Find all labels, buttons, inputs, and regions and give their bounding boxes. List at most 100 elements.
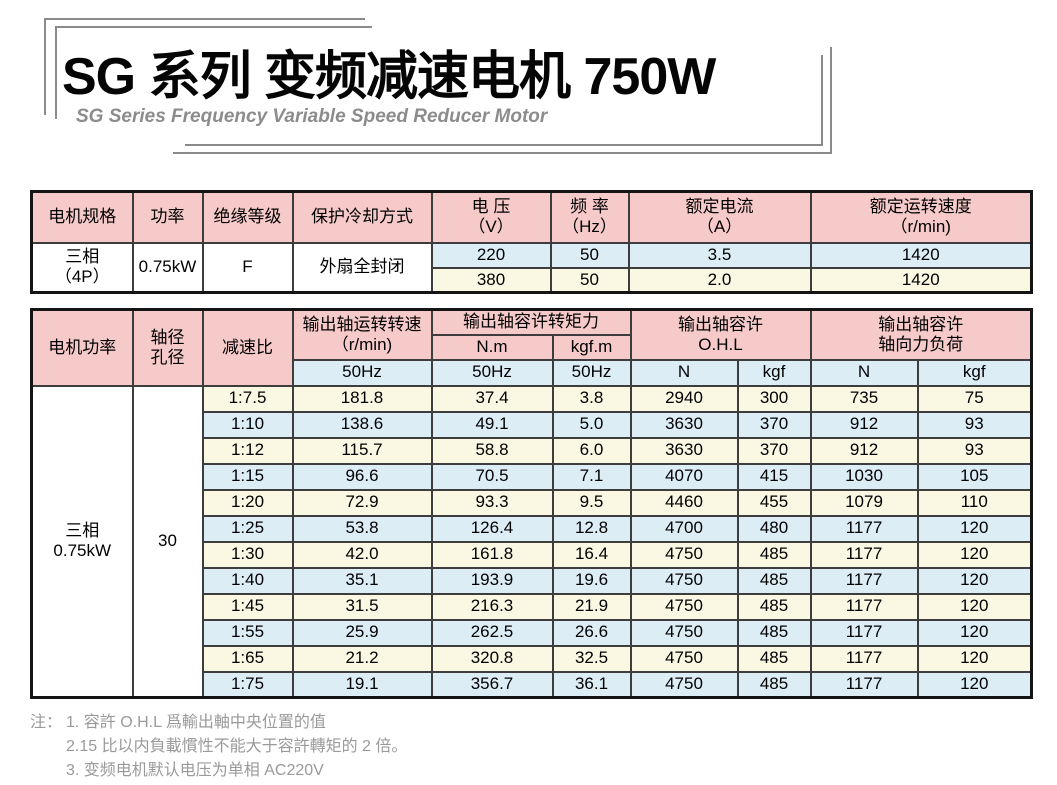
- axial-kgf-cell: 120: [916, 540, 1033, 569]
- ohl-n-cell: 2940: [629, 384, 739, 413]
- ratio-cell: 1:45: [201, 592, 294, 621]
- ohl-n-cell: 4750: [629, 540, 739, 569]
- header-voltage: 电 压 （V）: [430, 190, 552, 244]
- ohl-kgf-cell: 485: [736, 566, 812, 595]
- motor-rating-table: 电机规格 功率 绝缘等级 保护冷却方式 电 压 （V） 频 率 （Hz） 额定电…: [30, 190, 1033, 294]
- rated-current-cell: 2.0: [627, 266, 812, 294]
- torque-nm-cell: 320.8: [430, 644, 554, 673]
- torque-kgfm-cell: 16.4: [551, 540, 632, 569]
- rated-speed-cell: 1420: [809, 266, 1033, 294]
- header-frequency: 频 率 （Hz）: [549, 190, 630, 244]
- subheader-torque-kgfm-50hz: 50Hz: [551, 358, 632, 387]
- notes-items: 1. 容許 O.H.L 爲輸出軸中央位置的值 2.15 比以内負載慣性不能大于容…: [66, 711, 407, 783]
- ohl-kgf-cell: 485: [736, 644, 812, 673]
- axial-n-cell: 1079: [809, 488, 919, 517]
- note-item: 3. 变频电机默认电压为单相 AC220V: [66, 762, 324, 779]
- ohl-kgf-cell: 370: [736, 410, 812, 439]
- ohl-kgf-cell: 455: [736, 488, 812, 517]
- ohl-n-cell: 4750: [629, 592, 739, 621]
- torque-kgfm-cell: 26.6: [551, 618, 632, 647]
- notes: 注： 1. 容許 O.H.L 爲輸出軸中央位置的值 2.15 比以内負載慣性不能…: [30, 711, 1057, 783]
- torque-kgfm-cell: 32.5: [551, 644, 632, 673]
- ohl-kgf-cell: 485: [736, 670, 812, 699]
- torque-nm-cell: 262.5: [430, 618, 554, 647]
- frequency-cell: 50: [549, 266, 630, 294]
- ohl-n-cell: 4750: [629, 644, 739, 673]
- ohl-kgf-cell: 480: [736, 514, 812, 543]
- axial-n-cell: 1177: [809, 644, 919, 673]
- header-shaft-bore: 轴径 孔径: [131, 308, 204, 387]
- ohl-n-cell: 4750: [629, 670, 739, 699]
- cooling-cell: 外扇全封闭: [291, 241, 433, 294]
- speed-cell: 21.2: [291, 644, 433, 673]
- spec-row: 1:30 42.0 161.8 16.4 4750 485 1177 120: [32, 540, 1033, 569]
- torque-kgfm-cell: 3.8: [551, 384, 632, 413]
- page-title: SG 系列 变频减速电机 750W: [62, 48, 716, 106]
- axial-n-cell: 1177: [809, 514, 919, 543]
- notes-label: 注：: [30, 714, 63, 731]
- ratio-cell: 1:20: [201, 488, 294, 517]
- decorative-frame-top-left-inner: [55, 26, 372, 119]
- spec-header-row-2: N.m kgf.m: [32, 333, 1032, 361]
- header-motor-power: 电机功率: [30, 308, 134, 387]
- torque-nm-cell: 126.4: [430, 514, 554, 543]
- subheader-ohl-n: N: [629, 358, 739, 387]
- torque-nm-cell: 216.3: [430, 592, 554, 621]
- ratio-cell: 1:15: [201, 462, 294, 491]
- rated-current-cell: 3.5: [627, 241, 812, 269]
- ohl-n-cell: 4750: [629, 618, 739, 647]
- axial-kgf-cell: 75: [916, 384, 1033, 413]
- spec-row: 1:12 115.7 58.8 6.0 3630 370 912 93: [32, 436, 1033, 465]
- header-allowable-torque: 输出轴容许转矩力: [430, 308, 632, 336]
- torque-nm-cell: 356.7: [430, 670, 554, 699]
- ohl-n-cell: 4750: [629, 566, 739, 595]
- ohl-n-cell: 3630: [629, 436, 739, 465]
- header-allowable-axial-load: 输出轴容许 轴向力负荷: [809, 308, 1033, 361]
- header-output-speed: 输出轴运转转速 （r/min): [291, 308, 433, 361]
- axial-n-cell: 1177: [809, 618, 919, 647]
- speed-cell: 138.6: [291, 410, 433, 439]
- insulation-cell: F: [201, 241, 294, 294]
- axial-kgf-cell: 120: [916, 644, 1033, 673]
- axial-kgf-cell: 120: [916, 514, 1033, 543]
- page-subtitle: SG Series Frequency Variable Speed Reduc…: [76, 106, 548, 127]
- header-motor-spec: 电机规格: [30, 190, 134, 244]
- axial-n-cell: 1177: [809, 540, 919, 569]
- subheader-axial-n: N: [809, 358, 919, 387]
- rating-header-row: 电机规格 功率 绝缘等级 保护冷却方式 电 压 （V） 频 率 （Hz） 额定电…: [30, 190, 1033, 244]
- axial-n-cell: 912: [809, 436, 919, 465]
- spec-row: 1:15 96.6 70.5 7.1 4070 415 1030 105: [32, 462, 1033, 491]
- torque-kgfm-cell: 19.6: [551, 566, 632, 595]
- axial-kgf-cell: 93: [916, 436, 1033, 465]
- rated-speed-cell: 1420: [809, 241, 1033, 269]
- ratio-cell: 1:40: [201, 566, 294, 595]
- ohl-n-cell: 4700: [629, 514, 739, 543]
- speed-cell: 25.9: [291, 618, 433, 647]
- torque-kgfm-cell: 6.0: [551, 436, 632, 465]
- header-allowable-ohl: 输出轴容许 O.H.L: [629, 308, 812, 361]
- spec-row: 1:45 31.5 216.3 21.9 4750 485 1177 120: [32, 592, 1033, 621]
- ohl-n-cell: 4460: [629, 488, 739, 517]
- decorative-frame-bottom-right-outer: [173, 47, 832, 154]
- spec-row: 1:75 19.1 356.7 36.1 4750 485 1177 120: [32, 670, 1033, 699]
- torque-kgfm-cell: 21.9: [551, 592, 632, 621]
- axial-n-cell: 1177: [809, 592, 919, 621]
- axial-n-cell: 1030: [809, 462, 919, 491]
- ohl-kgf-cell: 370: [736, 436, 812, 465]
- axial-kgf-cell: 110: [916, 488, 1033, 517]
- spec-row: 1:10 138.6 49.1 5.0 3630 370 912 93: [32, 410, 1033, 439]
- spec-row: 1:25 53.8 126.4 12.8 4700 480 1177 120: [32, 514, 1033, 543]
- ohl-n-cell: 3630: [629, 410, 739, 439]
- speed-cell: 19.1: [291, 670, 433, 699]
- subheader-speed-50hz: 50Hz: [291, 358, 433, 387]
- note-item: 1. 容許 O.H.L 爲輸出軸中央位置的值: [66, 714, 326, 731]
- ratio-cell: 1:30: [201, 540, 294, 569]
- spec-row: 1:65 21.2 320.8 32.5 4750 485 1177 120: [32, 644, 1033, 673]
- reduction-spec-table: 电机功率 轴径 孔径 减速比 输出轴运转转速 （r/min) 输出轴容许转矩力 …: [30, 308, 1033, 699]
- speed-cell: 96.6: [291, 462, 433, 491]
- speed-cell: 115.7: [291, 436, 433, 465]
- torque-nm-cell: 193.9: [430, 566, 554, 595]
- decorative-frame-bottom-right-inner: [185, 55, 823, 146]
- subheader-ohl-kgf: kgf: [736, 358, 812, 387]
